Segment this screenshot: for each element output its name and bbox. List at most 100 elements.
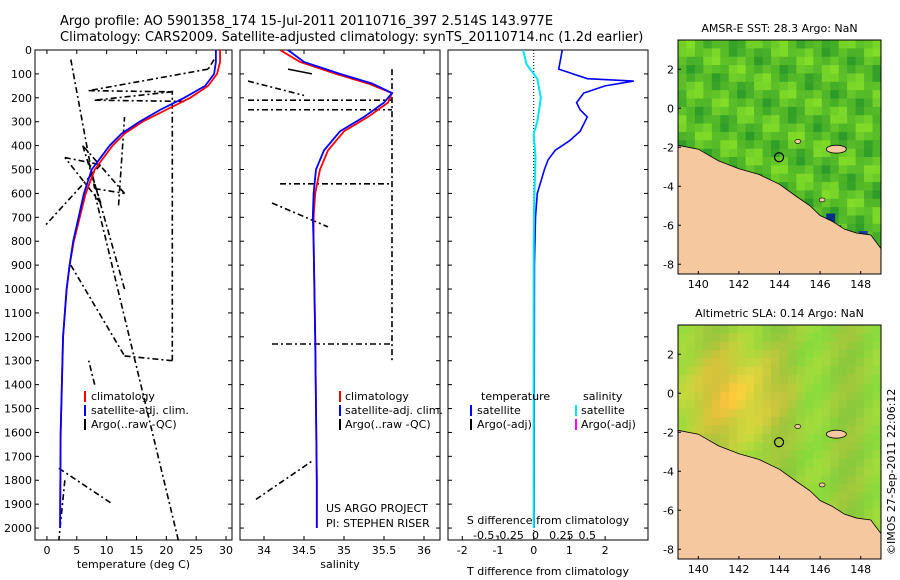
map-cell [864, 98, 874, 108]
map-cell [703, 425, 713, 435]
map-cell [864, 475, 874, 485]
map-cell [787, 400, 798, 410]
map-cell [864, 40, 874, 49]
map-cell [711, 140, 721, 150]
map-cell [813, 483, 823, 493]
y-tick-label: -4 [663, 465, 674, 478]
map-cell [762, 442, 772, 451]
map-cell [847, 157, 857, 166]
map-cell [678, 90, 688, 100]
argo-marker [773, 152, 785, 163]
map-cell [720, 400, 730, 410]
map-cell [796, 333, 806, 343]
y-tick-label: 400 [11, 140, 32, 153]
map-cell [821, 467, 831, 477]
map-cell [754, 148, 764, 158]
x-tick-label: 144 [769, 278, 790, 291]
map-cell [711, 408, 721, 418]
map-field [678, 325, 881, 559]
map-cell [762, 65, 772, 75]
project-label: US ARGO PROJECT [326, 502, 428, 515]
argo-segment [271, 202, 329, 228]
map-cell [847, 81, 857, 91]
map-cell [838, 81, 848, 91]
x-axis-label: temperature (deg C) [77, 558, 190, 571]
map-cell [796, 341, 806, 351]
map-cell [872, 391, 881, 401]
map-cell [720, 408, 730, 418]
map-cell [762, 165, 772, 175]
map-cell [720, 325, 730, 334]
map-cell [830, 165, 840, 175]
map-cell [855, 341, 865, 351]
map-cell [872, 48, 881, 58]
map-cell [855, 508, 865, 518]
map-cell [728, 81, 738, 91]
map-cell [821, 458, 831, 468]
map-cell [838, 98, 848, 108]
map-cell [737, 408, 747, 418]
map-cell [830, 198, 840, 208]
map-cell [838, 48, 848, 58]
map-cell [838, 416, 848, 426]
map-cell [872, 198, 881, 208]
map-cell [771, 383, 781, 393]
map-cell [678, 333, 688, 343]
map-cell [804, 458, 814, 468]
map-cell [694, 391, 704, 401]
map-cell [678, 375, 688, 385]
map-cell [737, 81, 747, 91]
map-cell [762, 408, 772, 418]
map-cell [796, 458, 806, 468]
map-cell [830, 325, 840, 334]
map-cell [813, 182, 823, 192]
map-cell [694, 341, 704, 351]
map-cell [796, 148, 806, 158]
map-cell [720, 416, 730, 426]
map-cell [754, 400, 764, 410]
map-cell [745, 383, 755, 393]
map-cell [813, 98, 823, 108]
map-cell [754, 90, 764, 100]
map-cell [872, 40, 881, 49]
map-cell [847, 73, 857, 83]
map-cell [821, 358, 831, 368]
map-cell [830, 190, 840, 200]
map-cell [737, 123, 747, 133]
map-cell [847, 433, 857, 443]
map-cell [804, 106, 814, 116]
map-cell [720, 131, 730, 141]
map-cell [787, 366, 798, 376]
map-cell [720, 81, 730, 91]
map-cell [720, 90, 730, 100]
map-cell [686, 350, 696, 360]
map-cell [771, 333, 781, 343]
map-cell [771, 433, 781, 443]
map-cell [847, 182, 857, 192]
map-cell [796, 56, 806, 66]
map-cell [728, 425, 738, 435]
map-cell [830, 207, 840, 217]
map-cell [804, 391, 814, 401]
map-cell [711, 81, 721, 91]
map-cell [745, 416, 755, 426]
map-cell [821, 350, 831, 360]
map-cell [779, 40, 789, 49]
map-cell [779, 106, 789, 116]
map-cell [838, 333, 848, 343]
map-cell [762, 391, 772, 401]
map-cell [703, 391, 713, 401]
map-cell [855, 408, 865, 418]
map-cell [737, 325, 747, 334]
map-cell [720, 350, 730, 360]
map-cell [847, 500, 857, 510]
map-cell [720, 383, 730, 393]
map-cell [745, 425, 755, 435]
map-cell [796, 123, 806, 133]
map-cell [830, 383, 840, 393]
map-cell [821, 391, 831, 401]
map-cell [745, 148, 755, 158]
argo-segment [207, 59, 215, 70]
map-cell [779, 165, 789, 175]
map-cell [678, 56, 688, 66]
